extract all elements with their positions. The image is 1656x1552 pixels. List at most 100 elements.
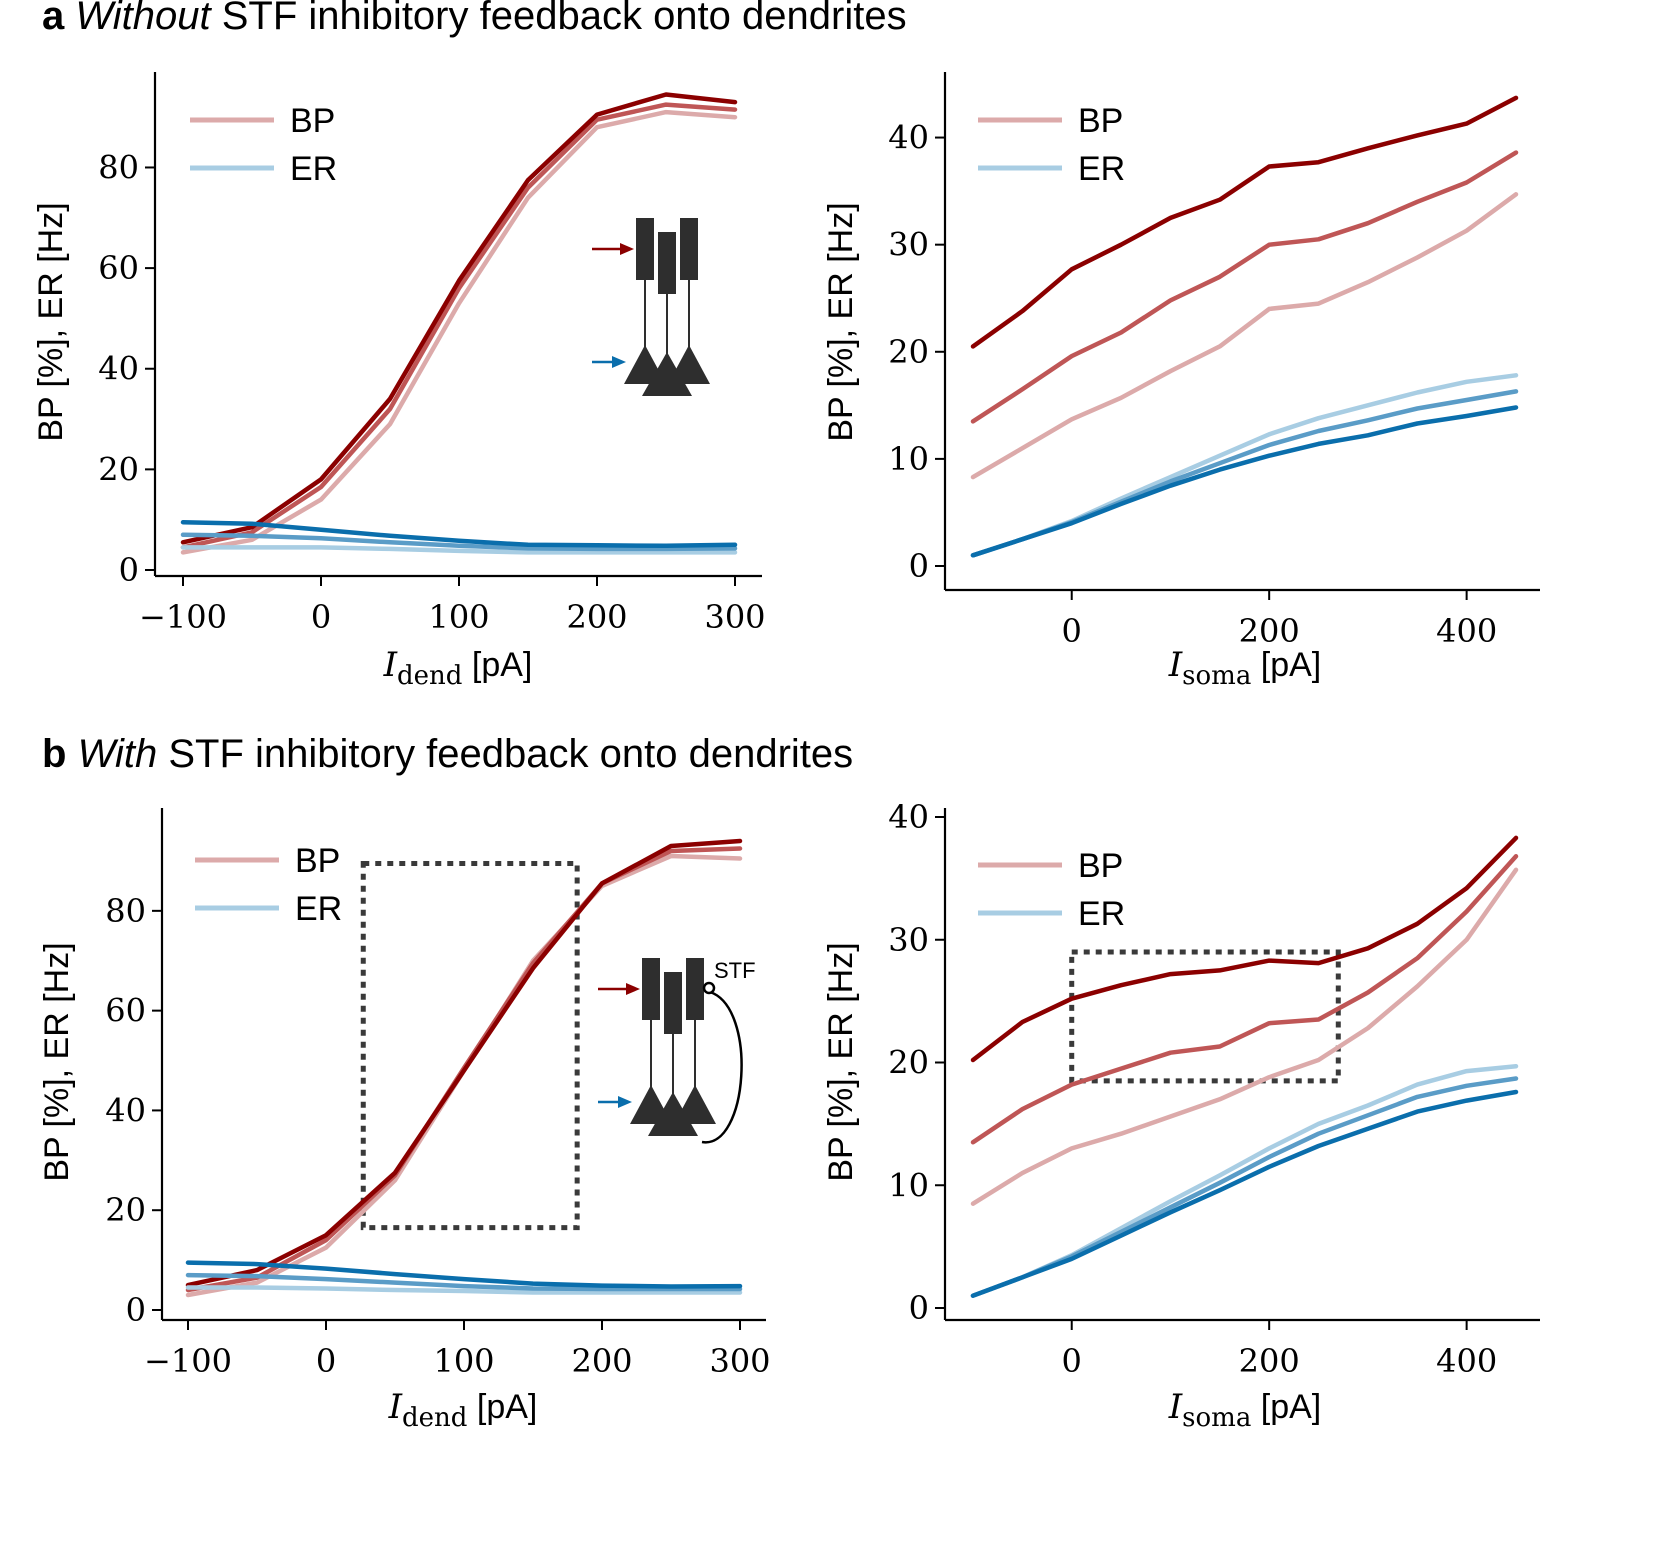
arrow-dendrite-input-head [620, 243, 634, 255]
y-tick-label: 20 [888, 1044, 929, 1082]
legend: BP ER [978, 102, 1125, 188]
y-axis-label: BP [%], ER [Hz] [32, 202, 70, 441]
y-tick-label: 20 [98, 450, 139, 488]
x-axis-label-symbol: I [383, 645, 398, 685]
x-axis-label: Idend [pA] [388, 1387, 538, 1433]
dendrite-box-middle [658, 232, 676, 294]
x-tick-label: 200 [1239, 1342, 1300, 1380]
chart-b-left: 0 20 40 60 80 −100 0 100 200 300 Idend [pA] BP [%],… [38, 808, 771, 1433]
x-tick-label: 400 [1436, 612, 1497, 650]
y-tick-label: 0 [909, 1289, 929, 1327]
legend-label-er: ER [1078, 150, 1125, 188]
legend-label-bp: BP [1078, 847, 1123, 885]
x-axis-label: Isoma [pA] [1168, 1387, 1322, 1433]
x-tick-label: 0 [316, 1342, 336, 1380]
x-axis-label: Isoma [pA] [1168, 645, 1322, 691]
x-tick-label: 300 [704, 598, 765, 636]
y-tick-label: 80 [105, 892, 146, 930]
x-tick-label: 400 [1436, 1342, 1497, 1380]
series-line-bp-2 [970, 835, 1519, 1063]
dendrite-box-left [642, 958, 660, 1020]
series-line-er-2 [970, 1089, 1519, 1298]
x-axis-label-subscript: soma [1182, 661, 1251, 691]
x-tick-label: 200 [1239, 612, 1300, 650]
series-line-bp-2 [185, 838, 743, 1288]
legend: BP ER [195, 842, 342, 928]
legend-label-er: ER [295, 890, 342, 928]
arrow-soma-input-head [612, 356, 626, 368]
x-tick-label: −100 [144, 1342, 232, 1380]
y-tick-label: 0 [909, 547, 929, 585]
panel-a-title-rest: STF inhibitory feedback onto dendrites [210, 0, 907, 38]
series-line-bp-1 [970, 150, 1519, 424]
soma-middle [642, 352, 692, 396]
x-axis-label-symbol: I [1168, 1387, 1183, 1427]
series-line-bp-0 [970, 867, 1519, 1206]
series-line-bp-0 [970, 192, 1519, 480]
arrow-dendrite-input-head [626, 983, 640, 995]
neuron-schematic-inset [592, 218, 710, 396]
x-tick-label: 0 [311, 598, 331, 636]
legend-label-bp: BP [295, 842, 340, 880]
highlight-dotted-box [1069, 949, 1341, 1084]
y-tick-label: 30 [888, 226, 929, 264]
x-axis-label: Idend [pA] [383, 645, 533, 691]
stf-feedback-loop [701, 990, 743, 1144]
y-tick-label: 0 [119, 551, 139, 589]
x-tick-label: 100 [428, 598, 489, 636]
panel-b-title: b With STF inhibitory feedback onto dend… [42, 732, 853, 777]
series-line-er-1 [185, 1272, 743, 1292]
legend-label-er: ER [1078, 895, 1125, 933]
x-axis-label-symbol: I [1168, 645, 1183, 685]
legend-label-bp: BP [290, 102, 335, 140]
y-tick-label: 20 [888, 333, 929, 371]
y-tick-label: 30 [888, 921, 929, 959]
series-line-er-2 [180, 519, 738, 549]
series-line-er-2 [185, 1260, 743, 1289]
x-axis-label-symbol: I [388, 1387, 403, 1427]
y-tick-label: 10 [888, 440, 929, 478]
panel-b-letter: b [42, 732, 67, 776]
stf-synapse-terminal [702, 981, 716, 995]
y-axis-label: BP [%], ER [Hz] [38, 942, 76, 1181]
series-line-bp-1 [180, 102, 738, 550]
legend: BP ER [978, 847, 1125, 933]
x-axis-label-subscript: dend [402, 1403, 467, 1433]
dendrite-box-right [686, 958, 704, 1020]
stf-label: STF [714, 958, 756, 983]
series-line-er-0 [185, 1285, 743, 1295]
y-axis-label: BP [%], ER [Hz] [822, 202, 860, 441]
highlight-dotted-box [360, 860, 580, 1231]
legend-label-er: ER [290, 150, 337, 188]
x-axis-label-unit: [pA] [462, 646, 532, 684]
neuron-schematic-inset: STF [598, 958, 756, 1144]
legend: BP ER [190, 102, 337, 188]
series-line-er-1 [180, 532, 738, 552]
x-axis-label-subscript: soma [1182, 1403, 1251, 1433]
series-line-bp-1 [970, 854, 1519, 1145]
x-tick-label: −100 [139, 598, 227, 636]
x-tick-label: 200 [571, 1342, 632, 1380]
arrow-soma-input-head [618, 1096, 632, 1108]
x-tick-label: 200 [566, 598, 627, 636]
series-line-er-2 [970, 405, 1519, 558]
y-axis-label: BP [%], ER [Hz] [822, 942, 860, 1181]
dendrite-box-right [680, 218, 698, 280]
y-tick-label: 20 [105, 1191, 146, 1229]
y-tick-label: 40 [888, 798, 929, 836]
soma-middle [648, 1092, 698, 1136]
series-line-bp-0 [180, 109, 738, 555]
dendrite-box-left [636, 218, 654, 280]
x-axis-label-subscript: dend [397, 661, 462, 691]
dendrite-box-middle [664, 972, 682, 1034]
series-line-bp-2 [970, 95, 1519, 349]
x-tick-label: 0 [1062, 612, 1082, 650]
y-tick-label: 10 [888, 1166, 929, 1204]
panel-a-title-emph: Without [75, 0, 211, 38]
y-tick-label: 60 [105, 992, 146, 1030]
series-line-er-0 [180, 545, 738, 555]
panel-a-title: a Without STF inhibitory feedback onto d… [42, 0, 907, 39]
x-tick-label: 300 [709, 1342, 770, 1380]
y-tick-label: 0 [126, 1291, 146, 1329]
